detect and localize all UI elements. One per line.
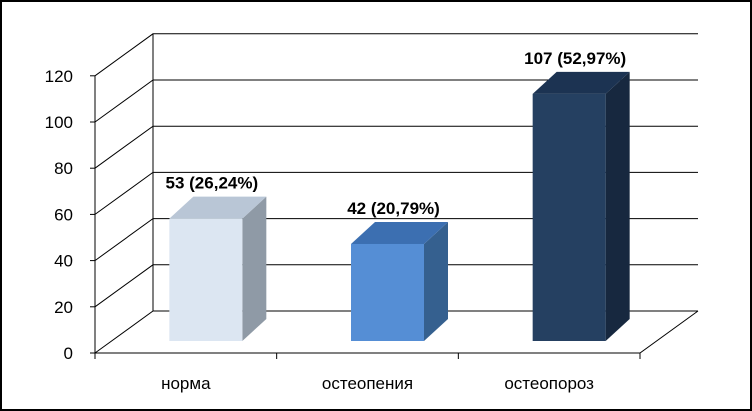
y-tick-label: 100 [45,113,73,132]
x-category-label: остеопения [322,374,413,393]
bar-top [532,71,630,94]
bar-front [532,93,606,341]
bar-top [351,221,448,244]
x-category-label: остеопороз [504,374,594,393]
bar-front [169,218,243,341]
x-axis-categories: норма остеопения остеопороз [161,374,594,393]
bar-front [351,243,424,341]
data-label: 42 (20,79%) [347,199,440,218]
bar-3 [532,71,630,341]
y-tick-label: 40 [54,252,73,271]
data-label: 107 (52,97%) [524,49,626,68]
bar-2 [351,221,448,341]
y-tick-label: 120 [45,67,73,86]
x-category-label: норма [161,374,211,393]
y-tick-label: 0 [64,344,73,363]
y-tick-label: 20 [54,298,73,317]
y-axis-ticks: 0 20 40 60 80 100 120 [45,67,73,363]
bar-side [605,71,630,341]
data-label: 53 (26,24%) [166,174,259,193]
bar-top [169,196,267,219]
bar-side [424,221,448,341]
bar-1 [169,196,267,341]
bar-side [242,196,267,341]
bars [169,71,630,341]
data-labels: 53 (26,24%) 42 (20,79%) 107 (52,97%) [166,49,627,218]
axes [90,33,699,359]
y-tick-label: 80 [54,159,73,178]
y-tick-label: 60 [54,205,73,224]
